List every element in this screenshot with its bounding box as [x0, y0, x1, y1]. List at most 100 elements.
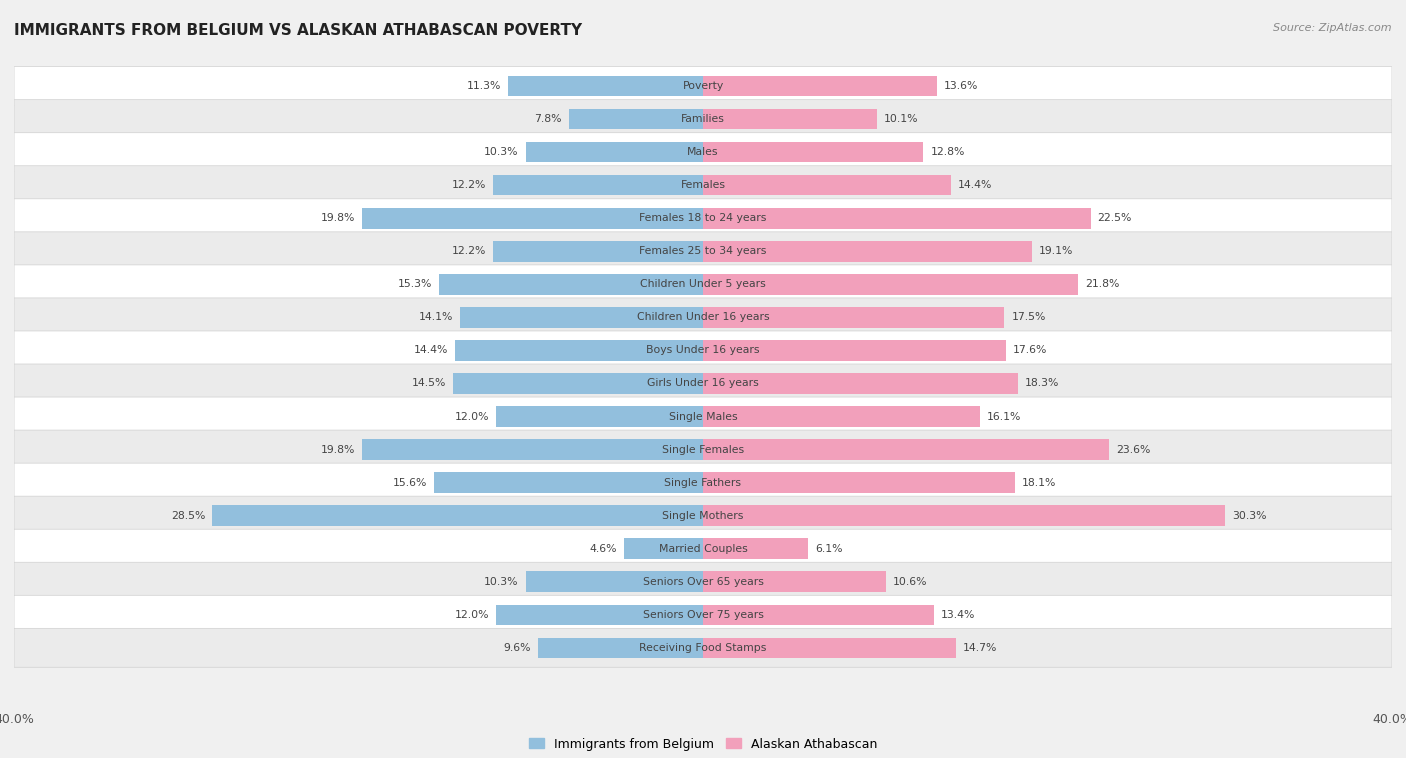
- Bar: [703, 406, 980, 427]
- Bar: [703, 506, 1225, 526]
- Bar: [703, 538, 808, 559]
- Bar: [703, 373, 1018, 393]
- FancyBboxPatch shape: [14, 100, 1392, 139]
- FancyBboxPatch shape: [14, 397, 1392, 436]
- Text: 17.5%: 17.5%: [1011, 312, 1046, 322]
- FancyBboxPatch shape: [14, 562, 1392, 601]
- Text: 15.3%: 15.3%: [398, 280, 433, 290]
- FancyBboxPatch shape: [14, 529, 1392, 568]
- Text: 10.1%: 10.1%: [884, 114, 918, 124]
- Text: 22.5%: 22.5%: [1098, 213, 1132, 224]
- Text: 12.0%: 12.0%: [456, 412, 489, 421]
- Text: Females: Females: [681, 180, 725, 190]
- Text: 10.6%: 10.6%: [893, 577, 927, 587]
- Text: 14.5%: 14.5%: [412, 378, 446, 388]
- Text: Receiving Food Stamps: Receiving Food Stamps: [640, 643, 766, 653]
- Text: Single Mothers: Single Mothers: [662, 511, 744, 521]
- Text: 16.1%: 16.1%: [987, 412, 1022, 421]
- Bar: [212, 506, 703, 526]
- FancyBboxPatch shape: [14, 628, 1392, 667]
- Bar: [526, 572, 703, 592]
- Text: Boys Under 16 years: Boys Under 16 years: [647, 346, 759, 356]
- Text: Children Under 5 years: Children Under 5 years: [640, 280, 766, 290]
- FancyBboxPatch shape: [14, 199, 1392, 238]
- Text: 12.0%: 12.0%: [456, 609, 489, 620]
- Text: Girls Under 16 years: Girls Under 16 years: [647, 378, 759, 388]
- Text: Females 25 to 34 years: Females 25 to 34 years: [640, 246, 766, 256]
- Bar: [496, 406, 703, 427]
- Text: 18.3%: 18.3%: [1025, 378, 1060, 388]
- FancyBboxPatch shape: [14, 166, 1392, 205]
- FancyBboxPatch shape: [14, 298, 1392, 337]
- Text: 13.4%: 13.4%: [941, 609, 974, 620]
- Bar: [568, 109, 703, 130]
- Text: 9.6%: 9.6%: [503, 643, 531, 653]
- Text: 19.8%: 19.8%: [321, 444, 356, 455]
- Text: 13.6%: 13.6%: [945, 81, 979, 91]
- FancyBboxPatch shape: [14, 595, 1392, 634]
- Bar: [703, 472, 1015, 493]
- Text: Single Males: Single Males: [669, 412, 737, 421]
- Text: 17.6%: 17.6%: [1012, 346, 1047, 356]
- FancyBboxPatch shape: [14, 265, 1392, 304]
- Bar: [537, 637, 703, 658]
- Text: Seniors Over 75 years: Seniors Over 75 years: [643, 609, 763, 620]
- Text: 11.3%: 11.3%: [467, 81, 502, 91]
- Text: Children Under 16 years: Children Under 16 years: [637, 312, 769, 322]
- Text: 4.6%: 4.6%: [589, 543, 617, 553]
- Text: 14.1%: 14.1%: [419, 312, 453, 322]
- Text: Single Females: Single Females: [662, 444, 744, 455]
- Bar: [361, 208, 703, 228]
- FancyBboxPatch shape: [14, 463, 1392, 502]
- Bar: [703, 175, 950, 196]
- Bar: [703, 208, 1091, 228]
- Text: 14.7%: 14.7%: [963, 643, 997, 653]
- Text: 14.4%: 14.4%: [957, 180, 993, 190]
- Text: 18.1%: 18.1%: [1022, 478, 1056, 487]
- Text: 6.1%: 6.1%: [815, 543, 842, 553]
- Bar: [703, 637, 956, 658]
- FancyBboxPatch shape: [14, 232, 1392, 271]
- Bar: [440, 274, 703, 295]
- Text: 7.8%: 7.8%: [534, 114, 562, 124]
- Text: 12.8%: 12.8%: [931, 147, 965, 157]
- Text: Males: Males: [688, 147, 718, 157]
- FancyBboxPatch shape: [14, 133, 1392, 171]
- Bar: [509, 76, 703, 96]
- FancyBboxPatch shape: [14, 496, 1392, 535]
- Bar: [703, 605, 934, 625]
- FancyBboxPatch shape: [14, 331, 1392, 370]
- Text: Families: Families: [681, 114, 725, 124]
- Bar: [460, 307, 703, 327]
- Bar: [456, 340, 703, 361]
- Text: 10.3%: 10.3%: [484, 147, 519, 157]
- Bar: [703, 340, 1007, 361]
- Text: Source: ZipAtlas.com: Source: ZipAtlas.com: [1274, 23, 1392, 33]
- Text: Married Couples: Married Couples: [658, 543, 748, 553]
- Bar: [434, 472, 703, 493]
- Text: IMMIGRANTS FROM BELGIUM VS ALASKAN ATHABASCAN POVERTY: IMMIGRANTS FROM BELGIUM VS ALASKAN ATHAB…: [14, 23, 582, 38]
- Bar: [703, 572, 886, 592]
- Text: 23.6%: 23.6%: [1116, 444, 1150, 455]
- Bar: [494, 241, 703, 262]
- Text: Poverty: Poverty: [682, 81, 724, 91]
- FancyBboxPatch shape: [14, 430, 1392, 469]
- Text: 10.3%: 10.3%: [484, 577, 519, 587]
- Bar: [624, 538, 703, 559]
- Text: 19.1%: 19.1%: [1039, 246, 1073, 256]
- Bar: [703, 142, 924, 162]
- Bar: [453, 373, 703, 393]
- Text: 12.2%: 12.2%: [451, 246, 486, 256]
- Bar: [496, 605, 703, 625]
- FancyBboxPatch shape: [14, 67, 1392, 105]
- Bar: [361, 440, 703, 460]
- Text: 19.8%: 19.8%: [321, 213, 356, 224]
- Bar: [703, 109, 877, 130]
- Bar: [494, 175, 703, 196]
- Text: Single Fathers: Single Fathers: [665, 478, 741, 487]
- Bar: [703, 76, 938, 96]
- Legend: Immigrants from Belgium, Alaskan Athabascan: Immigrants from Belgium, Alaskan Athabas…: [523, 732, 883, 756]
- Text: Females 18 to 24 years: Females 18 to 24 years: [640, 213, 766, 224]
- Bar: [703, 241, 1032, 262]
- Bar: [526, 142, 703, 162]
